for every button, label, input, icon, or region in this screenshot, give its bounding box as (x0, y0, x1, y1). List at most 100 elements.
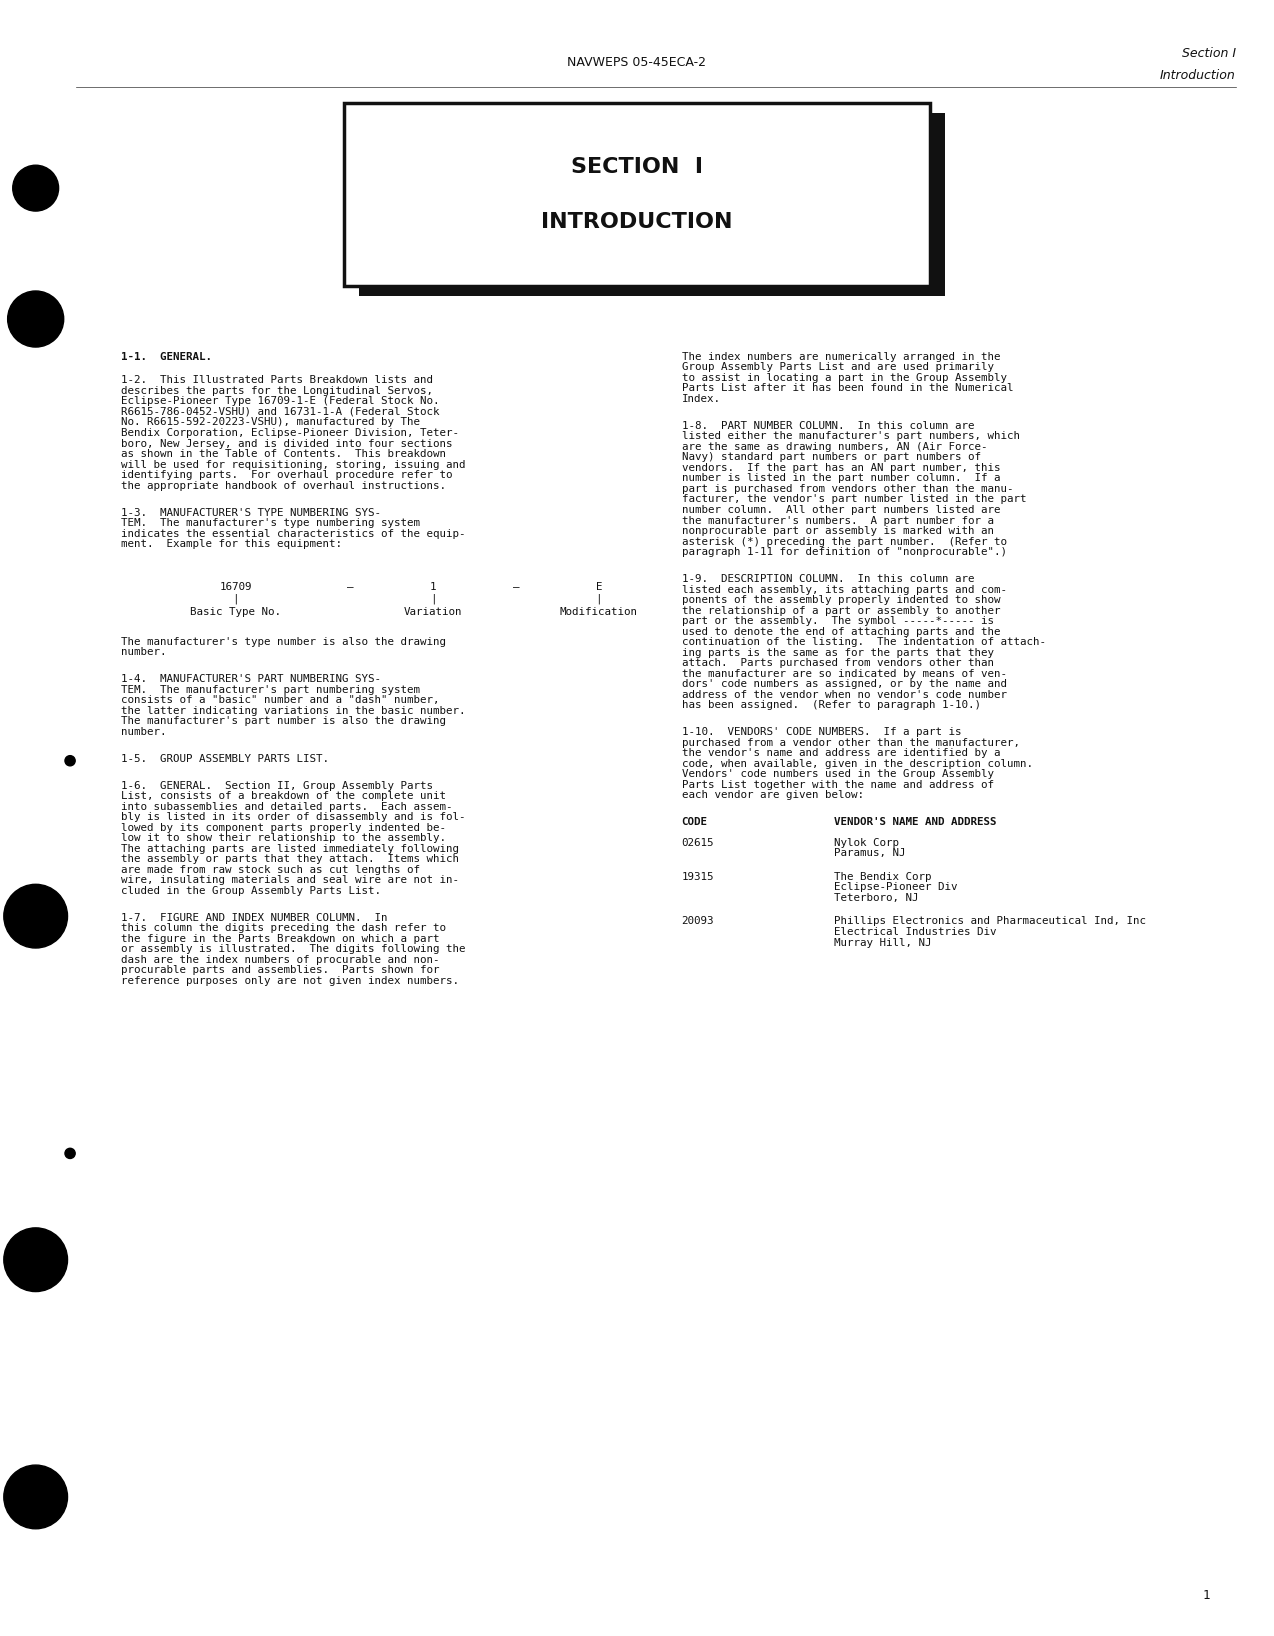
Text: TEM.  The manufacturer's part numbering system: TEM. The manufacturer's part numbering s… (121, 685, 420, 695)
Text: will be used for requisitioning, storing, issuing and: will be used for requisitioning, storing… (121, 460, 465, 470)
Text: the figure in the Parts Breakdown on which a part: the figure in the Parts Breakdown on whi… (121, 934, 440, 944)
Text: the assembly or parts that they attach.  Items which: the assembly or parts that they attach. … (121, 854, 459, 864)
Text: 1-3.  MANUFACTURER'S TYPE NUMBERING SYS-: 1-3. MANUFACTURER'S TYPE NUMBERING SYS- (121, 507, 381, 517)
Text: Nylok Corp: Nylok Corp (834, 838, 899, 847)
Text: R6615-786-0452-VSHU) and 16731-1-A (Federal Stock: R6615-786-0452-VSHU) and 16731-1-A (Fede… (121, 407, 440, 417)
Text: the manufacturer's numbers.  A part number for a: the manufacturer's numbers. A part numbe… (682, 515, 994, 525)
Text: dash are the index numbers of procurable and non-: dash are the index numbers of procurable… (121, 955, 440, 965)
Text: Section I: Section I (1182, 47, 1236, 61)
Text: Introduction: Introduction (1161, 69, 1236, 82)
Text: the manufacturer are so indicated by means of ven-: the manufacturer are so indicated by mea… (682, 669, 1006, 679)
Text: 1: 1 (1203, 1589, 1210, 1602)
Text: 16709: 16709 (219, 582, 252, 592)
Text: The Bendix Corp: The Bendix Corp (834, 872, 933, 882)
Text: Index.: Index. (682, 394, 721, 404)
Text: The attaching parts are listed immediately following: The attaching parts are listed immediate… (121, 844, 459, 854)
Text: this column the digits preceding the dash refer to: this column the digits preceding the das… (121, 923, 446, 934)
Text: or assembly is illustrated.  The digits following the: or assembly is illustrated. The digits f… (121, 944, 465, 954)
Ellipse shape (4, 885, 68, 947)
Text: into subassemblies and detailed parts.  Each assem-: into subassemblies and detailed parts. E… (121, 802, 452, 811)
Text: Electrical Industries Div: Electrical Industries Div (834, 928, 998, 937)
Text: ponents of the assembly properly indented to show: ponents of the assembly properly indente… (682, 596, 1000, 605)
Text: 1-9.  DESCRIPTION COLUMN.  In this column are: 1-9. DESCRIPTION COLUMN. In this column … (682, 574, 975, 584)
Text: 1-5.  GROUP ASSEMBLY PARTS LIST.: 1-5. GROUP ASSEMBLY PARTS LIST. (121, 754, 329, 764)
Text: Teterboro, NJ: Teterboro, NJ (834, 893, 919, 903)
Text: the appropriate handbook of overhaul instructions.: the appropriate handbook of overhaul ins… (121, 481, 446, 491)
Text: consists of a "basic" number and a "dash" number,: consists of a "basic" number and a "dash… (121, 695, 440, 705)
Bar (344, 103, 930, 286)
Text: NAVWEPS 05-45ECA-2: NAVWEPS 05-45ECA-2 (567, 56, 707, 69)
Text: address of the vendor when no vendor's code number: address of the vendor when no vendor's c… (682, 690, 1006, 700)
Text: Vendors' code numbers used in the Group Assembly: Vendors' code numbers used in the Group … (682, 769, 994, 779)
Text: nonprocurable part or assembly is marked with an: nonprocurable part or assembly is marked… (682, 527, 994, 537)
Text: the relationship of a part or assembly to another: the relationship of a part or assembly t… (682, 605, 1000, 615)
Text: each vendor are given below:: each vendor are given below: (682, 790, 864, 800)
Text: Parts List together with the name and address of: Parts List together with the name and ad… (682, 780, 994, 790)
Text: identifying parts.  For overhaul procedure refer to: identifying parts. For overhaul procedur… (121, 470, 452, 479)
Text: Paramus, NJ: Paramus, NJ (834, 847, 906, 859)
Text: The manufacturer's type number is also the drawing: The manufacturer's type number is also t… (121, 636, 446, 646)
Ellipse shape (65, 756, 75, 766)
Text: continuation of the listing.  The indentation of attach-: continuation of the listing. The indenta… (682, 636, 1046, 648)
Text: VENDOR'S NAME AND ADDRESS: VENDOR'S NAME AND ADDRESS (834, 818, 998, 828)
Text: used to denote the end of attaching parts and the: used to denote the end of attaching part… (682, 627, 1000, 636)
Text: Group Assembly Parts List and are used primarily: Group Assembly Parts List and are used p… (682, 362, 994, 373)
Text: List, consists of a breakdown of the complete unit: List, consists of a breakdown of the com… (121, 792, 446, 802)
Ellipse shape (4, 1466, 68, 1528)
Text: procurable parts and assemblies.  Parts shown for: procurable parts and assemblies. Parts s… (121, 965, 440, 975)
Text: are the same as drawing numbers, AN (Air Force-: are the same as drawing numbers, AN (Air… (682, 442, 987, 452)
Text: number.: number. (121, 726, 167, 736)
Text: describes the parts for the Longitudinal Servos,: describes the parts for the Longitudinal… (121, 386, 433, 396)
Text: Basic Type No.: Basic Type No. (190, 607, 282, 617)
Text: has been assigned.  (Refer to paragraph 1-10.): has been assigned. (Refer to paragraph 1… (682, 700, 981, 710)
Text: Eclipse-Pioneer Div: Eclipse-Pioneer Div (834, 882, 958, 892)
Text: cluded in the Group Assembly Parts List.: cluded in the Group Assembly Parts List. (121, 887, 381, 897)
Text: vendors.  If the part has an AN part number, this: vendors. If the part has an AN part numb… (682, 463, 1000, 473)
Text: CODE: CODE (682, 818, 707, 828)
Ellipse shape (13, 165, 59, 211)
Text: indicates the essential characteristics of the equip-: indicates the essential characteristics … (121, 528, 465, 538)
Text: —: — (347, 582, 354, 592)
Text: listed each assembly, its attaching parts and com-: listed each assembly, its attaching part… (682, 584, 1006, 594)
Text: Murray Hill, NJ: Murray Hill, NJ (834, 937, 933, 947)
Text: are made from raw stock such as cut lengths of: are made from raw stock such as cut leng… (121, 865, 420, 875)
Text: Modification: Modification (559, 607, 638, 617)
Text: TEM.  The manufacturer's type numbering system: TEM. The manufacturer's type numbering s… (121, 519, 420, 528)
Text: part is purchased from vendors other than the manu-: part is purchased from vendors other tha… (682, 484, 1013, 494)
Text: Navy) standard part numbers or part numbers of: Navy) standard part numbers or part numb… (682, 452, 981, 463)
Text: part or the assembly.  The symbol -----*----- is: part or the assembly. The symbol -----*-… (682, 617, 994, 627)
Text: boro, New Jersey, and is divided into four sections: boro, New Jersey, and is divided into fo… (121, 438, 452, 448)
Text: dors' code numbers as assigned, or by the name and: dors' code numbers as assigned, or by th… (682, 679, 1006, 689)
Text: —: — (512, 582, 520, 592)
Ellipse shape (4, 1229, 68, 1291)
Text: bly is listed in its order of disassembly and is fol-: bly is listed in its order of disassembl… (121, 811, 465, 823)
Text: to assist in locating a part in the Group Assembly: to assist in locating a part in the Grou… (682, 373, 1006, 383)
Text: 1-7.  FIGURE AND INDEX NUMBER COLUMN.  In: 1-7. FIGURE AND INDEX NUMBER COLUMN. In (121, 913, 387, 923)
Text: paragraph 1-11 for definition of "nonprocurable".): paragraph 1-11 for definition of "nonpro… (682, 546, 1006, 558)
Text: the latter indicating variations in the basic number.: the latter indicating variations in the … (121, 705, 465, 717)
Text: low it to show their relationship to the assembly.: low it to show their relationship to the… (121, 833, 446, 843)
Text: 1-4.  MANUFACTURER'S PART NUMBERING SYS-: 1-4. MANUFACTURER'S PART NUMBERING SYS- (121, 674, 381, 684)
Text: The index numbers are numerically arranged in the: The index numbers are numerically arrang… (682, 352, 1000, 362)
Text: Parts List after it has been found in the Numerical: Parts List after it has been found in th… (682, 383, 1013, 393)
Text: 1-8.  PART NUMBER COLUMN.  In this column are: 1-8. PART NUMBER COLUMN. In this column … (682, 420, 975, 430)
Ellipse shape (65, 1148, 75, 1158)
Text: E: E (595, 582, 603, 592)
Text: SECTION  I: SECTION I (571, 157, 703, 177)
Text: lowed by its component parts properly indented be-: lowed by its component parts properly in… (121, 823, 446, 833)
Text: 20093: 20093 (682, 916, 715, 926)
Text: Bendix Corporation, Eclipse-Pioneer Division, Teter-: Bendix Corporation, Eclipse-Pioneer Divi… (121, 429, 459, 438)
Text: number column.  All other part numbers listed are: number column. All other part numbers li… (682, 506, 1000, 515)
Text: 1-2.  This Illustrated Parts Breakdown lists and: 1-2. This Illustrated Parts Breakdown li… (121, 375, 433, 386)
Text: listed either the manufacturer's part numbers, which: listed either the manufacturer's part nu… (682, 432, 1019, 442)
Text: the vendor's name and address are identified by a: the vendor's name and address are identi… (682, 748, 1000, 759)
Text: 1-10.  VENDORS' CODE NUMBERS.  If a part is: 1-10. VENDORS' CODE NUMBERS. If a part i… (682, 728, 961, 738)
Text: number.: number. (121, 648, 167, 658)
Text: 1: 1 (429, 582, 437, 592)
Text: asterisk (*) preceding the part number.  (Refer to: asterisk (*) preceding the part number. … (682, 537, 1006, 546)
Text: number is listed in the part number column.  If a: number is listed in the part number colu… (682, 473, 1000, 483)
Text: |: | (595, 594, 603, 604)
Text: purchased from a vendor other than the manufacturer,: purchased from a vendor other than the m… (682, 738, 1019, 748)
Text: The manufacturer's part number is also the drawing: The manufacturer's part number is also t… (121, 717, 446, 726)
Text: ing parts is the same as for the parts that they: ing parts is the same as for the parts t… (682, 648, 994, 658)
